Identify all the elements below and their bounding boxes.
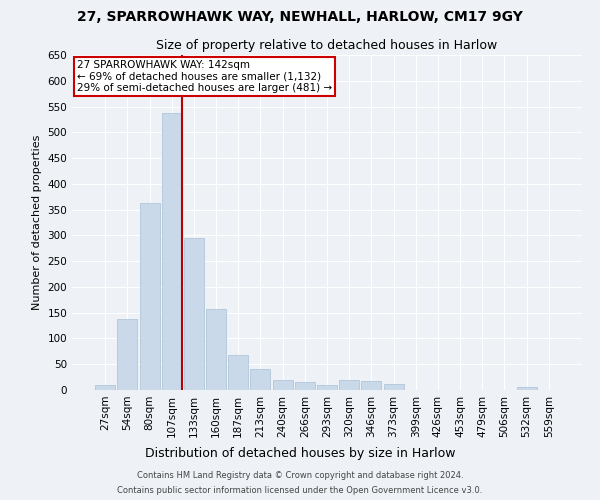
Bar [140, 204, 160, 390]
Text: Contains HM Land Registry data © Crown copyright and database right 2024.: Contains HM Land Registry data © Crown c… [137, 471, 463, 480]
Bar [361, 380, 382, 390]
Bar [184, 238, 204, 390]
Y-axis label: Number of detached properties: Number of detached properties [32, 135, 42, 310]
Bar [206, 308, 226, 390]
Bar [272, 380, 293, 390]
Bar [339, 380, 359, 390]
Text: Contains public sector information licensed under the Open Government Licence v3: Contains public sector information licen… [118, 486, 482, 495]
Bar [295, 382, 315, 390]
Text: Distribution of detached houses by size in Harlow: Distribution of detached houses by size … [145, 447, 455, 460]
Bar [250, 370, 271, 390]
Bar [517, 388, 536, 390]
Text: 27 SPARROWHAWK WAY: 142sqm
← 69% of detached houses are smaller (1,132)
29% of s: 27 SPARROWHAWK WAY: 142sqm ← 69% of deta… [77, 60, 332, 93]
Title: Size of property relative to detached houses in Harlow: Size of property relative to detached ho… [157, 40, 497, 52]
Bar [317, 385, 337, 390]
Bar [118, 320, 137, 390]
Bar [162, 113, 182, 390]
Bar [383, 384, 404, 390]
Text: 27, SPARROWHAWK WAY, NEWHALL, HARLOW, CM17 9GY: 27, SPARROWHAWK WAY, NEWHALL, HARLOW, CM… [77, 10, 523, 24]
Bar [228, 355, 248, 390]
Bar [95, 385, 115, 390]
